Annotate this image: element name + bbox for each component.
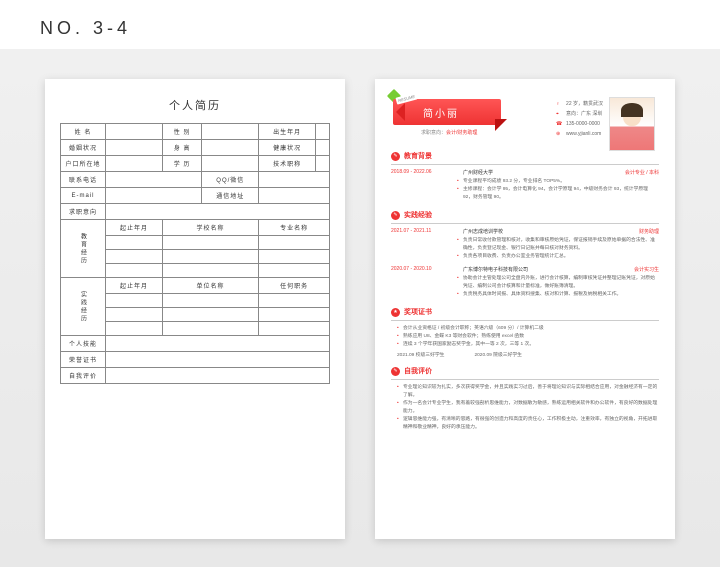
job-intent: 求职意向：会计/财务助理 [421,129,477,136]
candidate-name: 简小丽 [423,105,459,120]
cert-sub-r: 2020.09 院级三好学生 [474,351,521,358]
list-item: 协助会计主管处理公司全盘内外账，进行会计核算，编制审核凭证并整理记账凭证，对原始… [457,275,659,291]
self-title: 自我评价 [404,366,432,376]
edu-title: 教育背景 [404,151,432,161]
person-icon: ♀ [556,99,563,109]
exp-title: 实践经验 [404,210,432,220]
self-bullets: 专业理论知识较为扎实，多次获得奖学金，并且实践实习过后，善于将理论知识与实际相结… [391,384,659,432]
exp2-org: 广东博尔特电子科技有限公司 [463,266,622,273]
f-edu-block: 教育经历 [61,220,106,278]
exp1-role: 财务助理 [639,228,659,235]
exp1-bullets: 负责日常收付款管理和核对，收集和审核原始凭证，保证报销手续及原始单据的合法性、准… [391,237,659,261]
f-name: 姓 名 [61,124,106,140]
edu-icon: ✎ [391,152,400,161]
f-birth: 出生年月 [259,124,316,140]
f-edu-major: 专业名称 [259,220,330,236]
f-intent: 求职意向 [61,204,106,220]
form-table: 姓 名 性 别 出生年月 婚姻状况 身 高 健康状况 户口所在地 学 历 技术职… [60,123,330,384]
info-site: www.yjianli.com [566,129,601,139]
contact-info: ♀22 岁，籍贯武汉 ⌖意向：广东 深圳 ☎135-0000-0000 ⊕www… [556,99,603,139]
exp1-org: 广州志成培训学校 [463,228,627,235]
section-certificates: ★ 奖项证书 会计从业资格证 / 初级会计职称；英语六级（609 分）/ 计算机二… [391,307,659,358]
f-health: 健康状况 [259,140,316,156]
list-item: 负责各项目收费、负责办公室业务管理统计汇总。 [457,253,659,261]
f-title: 技术职称 [259,156,316,172]
f-exp-role: 任何职务 [259,278,330,294]
cert-bullets: 会计从业资格证 / 初级会计职称；英语六级（609 分）/ 计算机二级 熟练应用… [391,325,659,349]
intent-label: 求职意向： [421,130,446,136]
exp2-bullets: 协助会计主管处理公司全盘内外账，进行会计核算，编制审核凭证并整理记账凭证，对原始… [391,275,659,299]
edu-date: 2018.09 - 2022.06 [391,169,451,176]
resume-page-styled: RESUME 简小丽 求职意向：会计/财务助理 ♀22 岁，籍贯武汉 ⌖意向：广… [375,79,675,539]
page-number: NO. 3-4 [40,18,680,39]
edu-role: 会计专业 / 本科 [625,169,659,176]
exp1-date: 2021.07 - 2021.11 [391,228,451,235]
f-gender: 性 别 [162,124,201,140]
f-email: E-mail [61,188,106,204]
f-qq: QQ/微信 [202,172,259,188]
exp-entry-1: 2021.07 - 2021.11 广州志成培训学校 财务助理 负责日常收付款管… [391,228,659,261]
f-honors: 荣誉证书 [61,352,106,368]
name-ribbon: RESUME 简小丽 [393,99,501,125]
f-hukou: 户口所在地 [61,156,106,172]
f-skills: 个人技能 [61,336,106,352]
edu-entry: 2018.09 - 2022.06 广州财经大学 会计专业 / 本科 专业课程平… [391,169,659,202]
resume-page-form: 个人简历 姓 名 性 别 出生年月 婚姻状况 身 高 健康状况 户口所在地 学 … [45,79,345,539]
intent-value: 会计/财务助理 [446,130,477,136]
globe-icon: ⊕ [556,129,563,139]
list-item: 连续 3 个学年获国家励志奖学金，其中一等 2 次，三等 1 次。 [397,341,659,349]
f-exp-org: 单位名称 [162,278,258,294]
f-edu-from: 起止年月 [106,220,163,236]
section-self: ✎ 自我评价 专业理论知识较为扎实，多次获得奖学金，并且实践实习过后，善于将理论知… [391,366,659,432]
list-item: 熟练应用 U8、金蝶 K3 等财会软件；熟练使用 excel 函数 [397,333,659,341]
info-phone: 135-0000-0000 [566,119,600,129]
phone-icon: ☎ [556,119,563,129]
exp2-role: 会计实习生 [634,266,659,273]
f-exp-block: 实践经历 [61,278,106,336]
f-addr: 通信地址 [202,188,259,204]
cert-sub-l: 2021.09 校级三好学生 [397,351,444,358]
location-icon: ⌖ [556,109,563,119]
left-title: 个人简历 [60,97,330,113]
f-marital: 婚姻状况 [61,140,106,156]
cert-icon: ★ [391,308,400,317]
f-phone: 联系电话 [61,172,106,188]
list-item: 会计从业资格证 / 初级会计职称；英语六级（609 分）/ 计算机二级 [397,325,659,333]
ribbon-header: RESUME 简小丽 求职意向：会计/财务助理 ♀22 岁，籍贯武汉 ⌖意向：广… [391,93,659,143]
list-item: 专业理论知识较为扎实，多次获得奖学金，并且实践实习过后，善于将理论知识与实际相结… [397,384,659,400]
edu-bullets: 专业课程平均成绩 93.2 分，专业排名 TOP5%。 主修课程：会计学 95，… [391,178,659,202]
list-item: 负责日常收付款管理和核对，收集和审核原始凭证，保证报销手续及原始单据的合法性、准… [457,237,659,253]
document-canvas: 个人简历 姓 名 性 别 出生年月 婚姻状况 身 高 健康状况 户口所在地 学 … [0,49,720,567]
f-exp-from: 起止年月 [106,278,163,294]
list-item: 逻辑思维能力强，有清晰的思路，有很强的创造力和高度的责任心，工作积极主动，注重效… [397,416,659,432]
info-age: 22 岁，籍贯武汉 [566,99,603,109]
f-self: 自我评价 [61,368,106,384]
cert-title: 奖项证书 [404,307,432,317]
exp-entry-2: 2020.07 - 2020.10 广东博尔特电子科技有限公司 会计实习生 协助… [391,266,659,299]
header: NO. 3-4 [0,0,720,49]
edu-org: 广州财经大学 [463,169,613,176]
self-icon: ✎ [391,367,400,376]
list-item: 作为一名会计专业学生，我有着较强剖析思维能力，对数据敏为敏感，熟练运用相关软件和… [397,400,659,416]
list-item: 负责税务具体时间报、具体资料搜集、核对和计算、报税及纳税相关工作。 [457,291,659,299]
section-education: ✎ 教育背景 2018.09 - 2022.06 广州财经大学 会计专业 / 本科… [391,151,659,202]
info-region: 意向：广东 深圳 [566,109,602,119]
candidate-photo [609,97,655,151]
f-edu-school: 学校名称 [162,220,258,236]
exp2-date: 2020.07 - 2020.10 [391,266,451,273]
list-item: 主修课程：会计学 95，会计电算化 94，会计学原理 94，中级财务会计 93，… [457,186,659,202]
f-edu: 学 历 [162,156,201,172]
f-height: 身 高 [162,140,201,156]
list-item: 专业课程平均成绩 93.2 分，专业排名 TOP5%。 [457,178,659,186]
exp-icon: ✎ [391,211,400,220]
section-experience: ✎ 实践经验 2021.07 - 2021.11 广州志成培训学校 财务助理 负责… [391,210,659,299]
cert-sub: 2021.09 校级三好学生 2020.09 院级三好学生 [391,351,659,358]
